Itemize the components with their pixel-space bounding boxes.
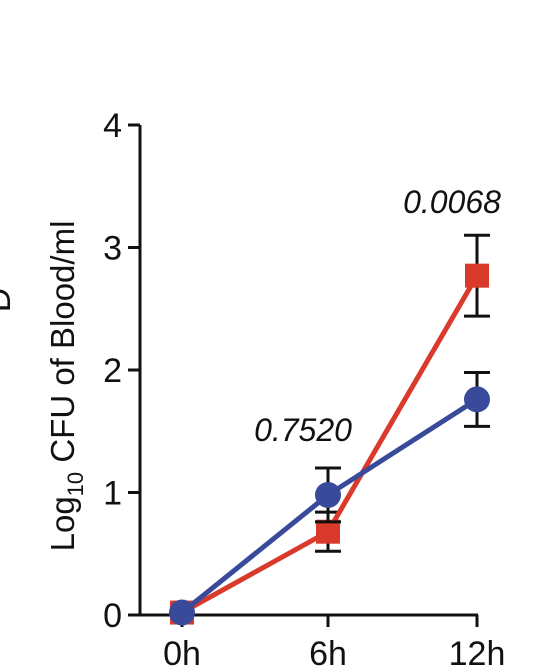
y-axis-label-prefix: Log bbox=[44, 496, 81, 551]
point-1-1 bbox=[315, 481, 341, 508]
p-value-label-1: 0.0068 bbox=[403, 184, 501, 220]
x-tick-label-0: 0h bbox=[163, 635, 201, 666]
y-axis-label-rest: CFU of Blood/ml bbox=[44, 221, 81, 472]
y-axis-label-subscript: 10 bbox=[63, 472, 88, 496]
y-tick-label-2: 2 bbox=[103, 352, 122, 390]
y-tick-label-4: 4 bbox=[103, 107, 122, 145]
y-tick-label-3: 3 bbox=[103, 230, 122, 268]
axes: 0 1 2 3 4 0h 6h 12h bbox=[103, 107, 505, 666]
series-layer bbox=[169, 233, 490, 626]
x-tick-label-2: 12h bbox=[449, 635, 506, 666]
point-1-2 bbox=[464, 386, 490, 413]
x-tick-label-1: 6h bbox=[309, 635, 347, 666]
edge-glyph-label: D bbox=[0, 288, 18, 313]
y-tick-label-1: 1 bbox=[103, 475, 122, 513]
point-0-2 bbox=[465, 263, 489, 288]
y-axis-label: Log10 CFU of Blood/ml bbox=[44, 221, 88, 552]
p-value-label-0: 0.7520 bbox=[254, 412, 352, 448]
series-1 bbox=[169, 370, 490, 626]
point-1-0 bbox=[169, 599, 195, 626]
y-tick-label-0: 0 bbox=[103, 597, 122, 635]
point-0-1 bbox=[316, 519, 340, 544]
annotations: 0.7520 0.0068 bbox=[254, 184, 501, 448]
